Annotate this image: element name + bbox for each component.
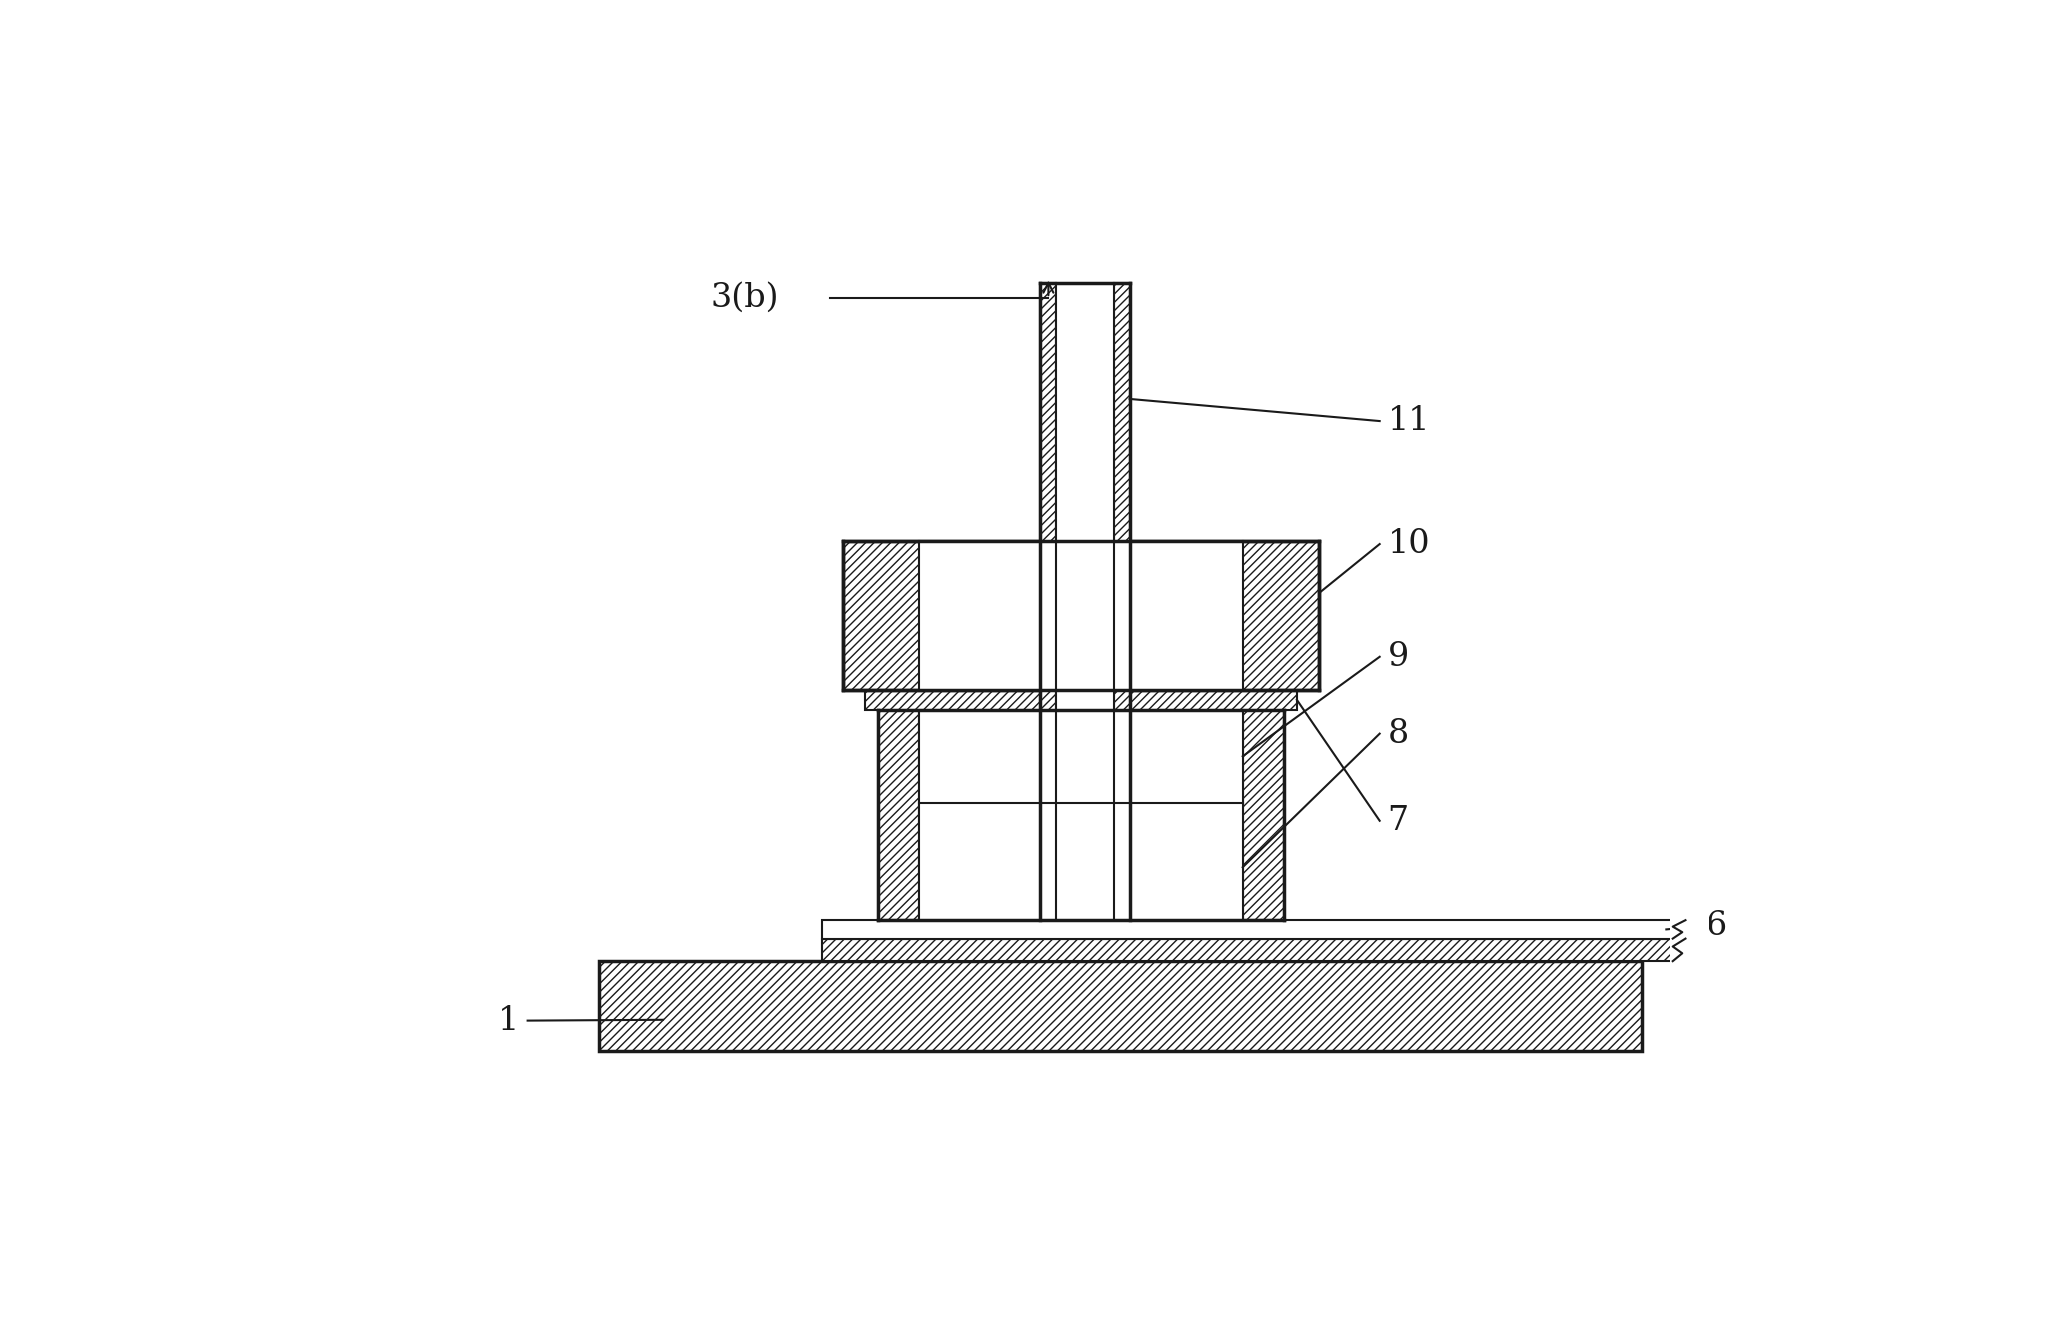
Text: 11: 11	[1387, 405, 1430, 437]
Text: 3(b): 3(b)	[711, 282, 779, 314]
Bar	[1040, 282, 1056, 920]
Bar	[843, 540, 1319, 689]
Bar	[822, 938, 1683, 961]
Bar	[919, 540, 1243, 689]
Bar	[1114, 282, 1130, 920]
Bar	[1056, 282, 1114, 920]
Bar	[865, 689, 1297, 709]
Bar	[1669, 917, 1710, 942]
Bar	[1669, 936, 1710, 964]
Text: 6: 6	[1706, 910, 1728, 942]
Text: 8: 8	[1387, 717, 1410, 749]
Text: 10: 10	[1387, 528, 1430, 560]
Text: 7: 7	[1387, 805, 1410, 837]
Bar	[822, 920, 1683, 938]
Text: 9: 9	[1387, 640, 1410, 672]
Text: 1: 1	[499, 1005, 520, 1037]
Bar	[919, 709, 1243, 920]
Bar	[877, 709, 919, 920]
Bar	[600, 961, 1642, 1051]
Bar	[1243, 709, 1284, 920]
